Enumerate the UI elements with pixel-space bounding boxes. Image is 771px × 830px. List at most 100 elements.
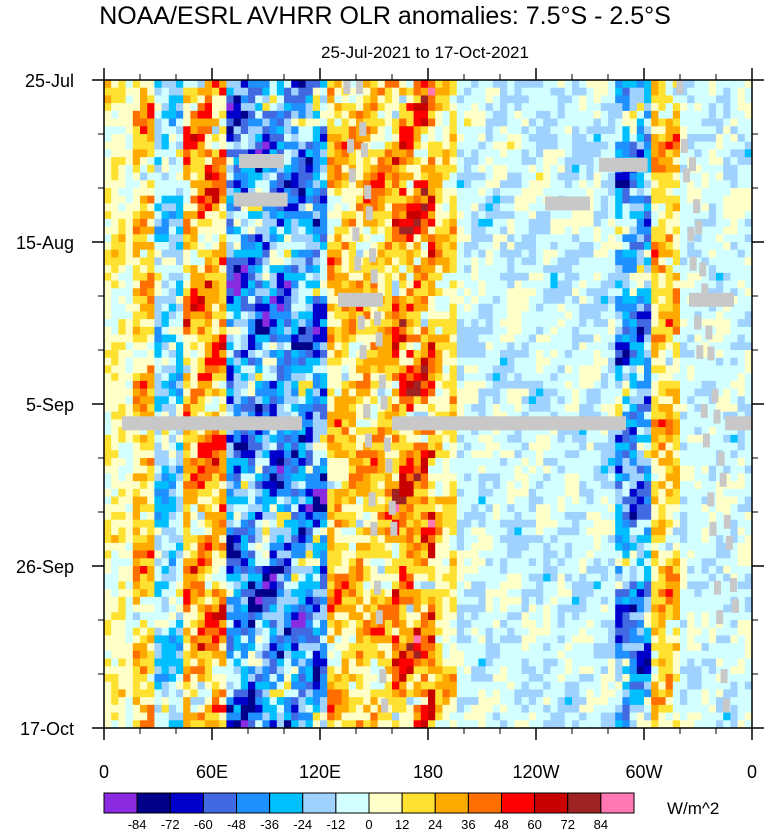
heatmap-cell (219, 180, 227, 189)
heatmap-cell (140, 365, 148, 374)
heatmap-cell (615, 95, 623, 104)
heatmap-cell (672, 234, 681, 243)
heatmap-cell (564, 110, 573, 120)
heatmap-cell (269, 288, 278, 297)
heatmap-cell (363, 265, 371, 274)
heatmap-cell (356, 427, 364, 436)
heatmap-cell (248, 373, 256, 382)
heatmap-cell (701, 234, 710, 243)
heatmap-cell (485, 458, 494, 467)
heatmap-cell (651, 80, 659, 89)
heatmap-cell (723, 265, 731, 274)
heatmap-cell (579, 404, 587, 413)
heatmap-cell (233, 388, 242, 397)
heatmap-cell (255, 149, 263, 158)
heatmap-cell (111, 326, 119, 336)
heatmap-cell (572, 218, 580, 228)
heatmap-cell (176, 296, 184, 305)
heatmap-cell (190, 80, 199, 89)
heatmap-cell (370, 465, 379, 475)
heatmap-cell (140, 311, 148, 320)
heatmap-cell (363, 380, 371, 390)
heatmap-cell (233, 434, 242, 444)
heatmap-cell (406, 80, 415, 89)
heatmap-cell (312, 388, 321, 397)
heatmap-cell (204, 172, 213, 181)
heatmap-cell (658, 388, 667, 397)
heatmap-cell (687, 427, 695, 436)
heatmap-cell (132, 211, 141, 220)
heatmap-cell (680, 450, 688, 459)
heatmap-cell (564, 380, 573, 390)
heatmap-cell (190, 188, 199, 197)
heatmap-cell (507, 357, 515, 367)
heatmap-cell (651, 272, 659, 282)
heatmap-cell (737, 103, 746, 112)
heatmap-cell (579, 103, 587, 112)
heatmap-cell (521, 450, 530, 459)
heatmap-cell (197, 195, 206, 205)
heatmap-cell (478, 141, 487, 151)
heatmap-cell (262, 504, 271, 513)
heatmap-cell (744, 465, 752, 475)
heatmap-cell (262, 87, 271, 97)
heatmap-cell (161, 388, 170, 397)
heatmap-cell (521, 481, 530, 490)
heatmap-cell (608, 242, 616, 251)
heatmap-cell (521, 272, 530, 282)
heatmap-cell (147, 257, 155, 266)
heatmap-cell (485, 411, 494, 421)
heatmap-cell (212, 188, 220, 197)
heatmap-cell (392, 172, 400, 181)
heatmap-cell (276, 450, 285, 459)
heatmap-cell (226, 180, 235, 189)
heatmap-cell (226, 164, 235, 174)
heatmap-cell (334, 87, 343, 97)
heatmap-cell (197, 396, 206, 405)
heatmap-cell (312, 288, 321, 297)
heatmap-cell (464, 226, 472, 235)
heatmap-cell (104, 365, 112, 374)
heatmap-cell (161, 103, 170, 112)
heatmap-cell (248, 95, 256, 104)
heatmap-cell (413, 473, 422, 482)
heatmap-cell (716, 488, 724, 498)
heatmap-cell (521, 218, 530, 228)
heatmap-cell (140, 442, 148, 451)
heatmap-cell (708, 110, 717, 120)
heatmap-cell (341, 141, 350, 151)
heatmap-cell (320, 126, 328, 135)
heatmap-cell (147, 126, 155, 135)
heatmap-cell (636, 373, 645, 382)
heatmap-cell (500, 311, 508, 320)
heatmap-cell (514, 481, 523, 490)
heatmap-cell (586, 458, 595, 467)
heatmap-cell (737, 326, 746, 336)
heatmap-cell (356, 404, 364, 413)
heatmap-cell (399, 272, 407, 282)
heatmap-cell (485, 180, 494, 189)
heatmap-cell (478, 411, 487, 421)
heatmap-cell (471, 450, 479, 459)
heatmap-cell (348, 110, 357, 120)
heatmap-cell (197, 265, 206, 274)
heatmap-cell (377, 427, 386, 436)
heatmap-cell (399, 141, 407, 151)
heatmap-cell (478, 380, 487, 390)
heatmap-cell (579, 157, 587, 166)
heatmap-cell (701, 95, 710, 104)
heatmap-cell (586, 481, 595, 490)
heatmap-cell (305, 365, 314, 374)
heatmap-cell (327, 473, 335, 482)
heatmap-cell (492, 203, 501, 212)
heatmap-cell (636, 211, 645, 220)
heatmap-cell (744, 342, 752, 351)
heatmap-cell (528, 296, 537, 305)
heatmap-cell (204, 141, 213, 151)
heatmap-cell (615, 226, 623, 235)
heatmap-cell (197, 404, 206, 413)
heatmap-cell (233, 373, 242, 382)
heatmap-cell (406, 504, 415, 513)
heatmap-cell (140, 218, 148, 228)
heatmap-cell (701, 249, 710, 259)
